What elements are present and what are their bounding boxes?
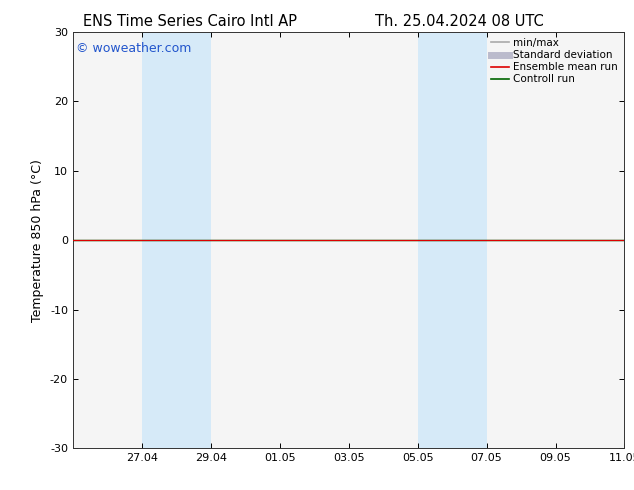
Text: ENS Time Series Cairo Intl AP: ENS Time Series Cairo Intl AP [83,14,297,29]
Text: Th. 25.04.2024 08 UTC: Th. 25.04.2024 08 UTC [375,14,544,29]
Bar [142,32,210,448]
Legend: min/max, Standard deviation, Ensemble mean run, Controll run: min/max, Standard deviation, Ensemble me… [488,35,621,88]
Text: © woweather.com: © woweather.com [75,42,191,55]
Bar [418,32,487,448]
Y-axis label: Temperature 850 hPa (°C): Temperature 850 hPa (°C) [31,159,44,321]
